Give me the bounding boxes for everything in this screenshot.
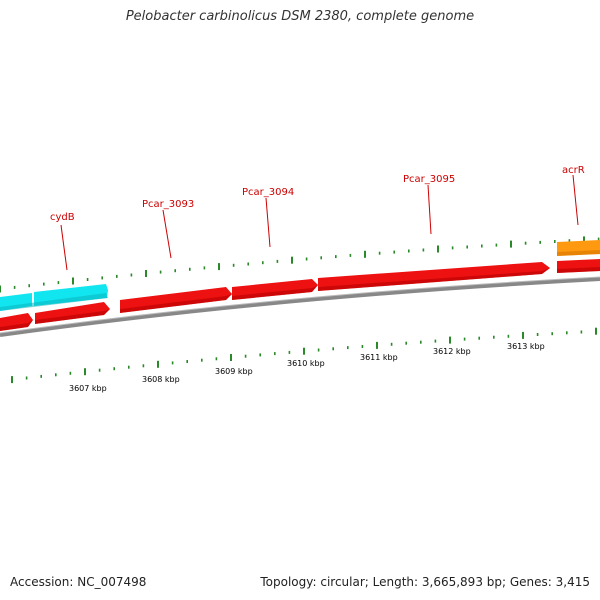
outer-tick-ring (0, 236, 600, 293)
gene-label-cydB: cydB (50, 212, 75, 223)
kbp-label-3611: 3611 kbp (360, 353, 398, 362)
kbp-label-3613: 3613 kbp (507, 342, 545, 351)
gene-track-red (0, 259, 600, 331)
leader-Pcar_3094 (265, 197, 271, 248)
leader-Pcar_3093 (162, 209, 172, 259)
gene-red-Pcar_3094[interactable] (232, 279, 318, 300)
gene-acrR-orange[interactable] (557, 240, 600, 256)
kbp-label-3612: 3612 kbp (433, 347, 471, 356)
kbp-label-3610: 3610 kbp (287, 359, 325, 368)
gene-red-Pcar_3093[interactable] (120, 287, 232, 313)
gene-label-Pcar_3093: Pcar_3093 (142, 199, 194, 210)
kbp-label-3607: 3607 kbp (69, 384, 107, 393)
inner-tick-ring (11, 327, 597, 384)
gene-red-acrR[interactable] (557, 259, 600, 273)
leader-acrR (572, 174, 579, 226)
map-title: Pelobacter carbinolicus DSM 2380, comple… (125, 9, 475, 24)
leader-Pcar_3095 (427, 184, 432, 235)
kbp-label-3609: 3609 kbp (215, 367, 253, 376)
gene-label-Pcar_3094: Pcar_3094 (242, 187, 294, 198)
kbp-label-3608: 3608 kbp (142, 375, 180, 384)
leader-cydB (60, 224, 68, 271)
gene-red-Pcar_3095[interactable] (318, 262, 550, 291)
genome-backbone (0, 277, 600, 337)
gene-red-1[interactable] (0, 313, 33, 331)
gene-label-acrR: acrR (562, 165, 585, 176)
genome-summary-text: Topology: circular; Length: 3,665,893 bp… (260, 575, 590, 589)
gene-red-cydB[interactable] (35, 302, 110, 324)
accession-text: Accession: NC_007498 (10, 575, 147, 589)
gene-cydB-cyan[interactable] (0, 284, 108, 311)
gene-label-Pcar_3095: Pcar_3095 (403, 174, 455, 185)
